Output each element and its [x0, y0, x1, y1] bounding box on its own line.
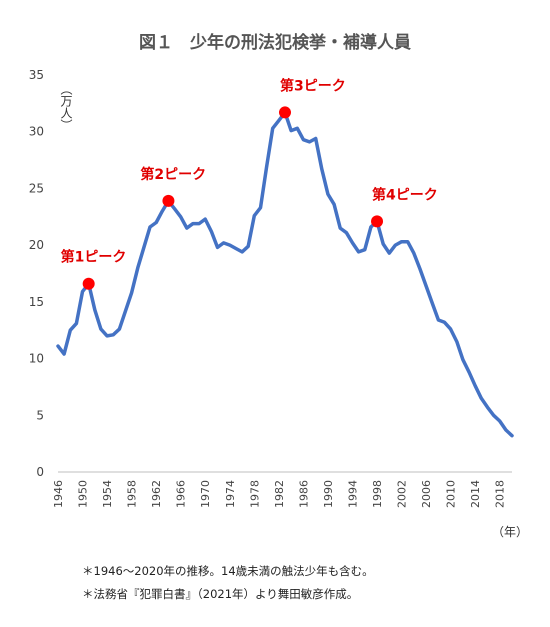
y-tick-label: 25 — [29, 181, 44, 195]
peak-marker — [279, 106, 291, 119]
x-tick-label: 2002 — [396, 480, 409, 508]
x-tick-label: 1958 — [126, 480, 139, 508]
peak-label: 第3ピーク — [280, 77, 346, 94]
peak-label: 第4ピーク — [372, 186, 438, 203]
x-tick-label: 1954 — [101, 480, 114, 508]
y-axis-unit-label: （万人） — [59, 83, 73, 131]
y-tick-label: 15 — [29, 295, 44, 309]
x-tick-label: 1970 — [199, 480, 212, 508]
peak-marker — [371, 215, 384, 228]
y-tick-label: 5 — [36, 408, 44, 422]
x-tick-label: 1950 — [77, 480, 90, 508]
y-tick-label: 10 — [29, 352, 44, 366]
x-tick-label: 1978 — [248, 480, 261, 508]
x-tick-label: 1946 — [52, 480, 65, 508]
footnote-source: ＊法務省『犯罪白書』（2021年）より舞田敏彦作成。 — [82, 587, 359, 601]
x-tick-label: 2006 — [420, 480, 433, 508]
x-tick-label: 2014 — [469, 480, 482, 508]
x-tick-label: 1974 — [224, 480, 237, 508]
peak-marker — [162, 194, 175, 207]
x-tick-label: 1986 — [297, 480, 310, 508]
x-tick-label: 1998 — [371, 480, 384, 508]
y-tick-label: 30 — [29, 125, 44, 139]
x-tick-label: 1966 — [175, 480, 188, 508]
y-tick-label: 35 — [29, 68, 44, 82]
plot-area: 0 5 10 15 20 25 30 35 1946 1950 1954 1958 1962 1966 19… — [29, 68, 514, 508]
chart-title: 図１ 少年の刑法犯検挙・補導人員 — [139, 32, 411, 53]
x-tick-label: 1982 — [273, 480, 286, 508]
x-tick-label: 2018 — [494, 480, 507, 508]
peak-label: 第1ピーク — [61, 249, 127, 266]
x-tick-label: 1990 — [322, 480, 335, 508]
x-tick-label: 1962 — [150, 480, 163, 508]
peak-label: 第2ピーク — [140, 166, 206, 183]
x-tick-label: 1994 — [346, 480, 359, 508]
series-line — [56, 110, 514, 438]
x-tick-label: 2010 — [445, 480, 458, 508]
x-axis-unit-label: （年） — [492, 525, 528, 539]
y-tick-label: 20 — [29, 238, 44, 252]
y-tick-label: 0 — [36, 465, 44, 479]
footnote-range: ＊1946〜2020年の推移。14歳未満の触法少年も含む。 — [82, 564, 374, 578]
peak-marker — [82, 277, 95, 290]
